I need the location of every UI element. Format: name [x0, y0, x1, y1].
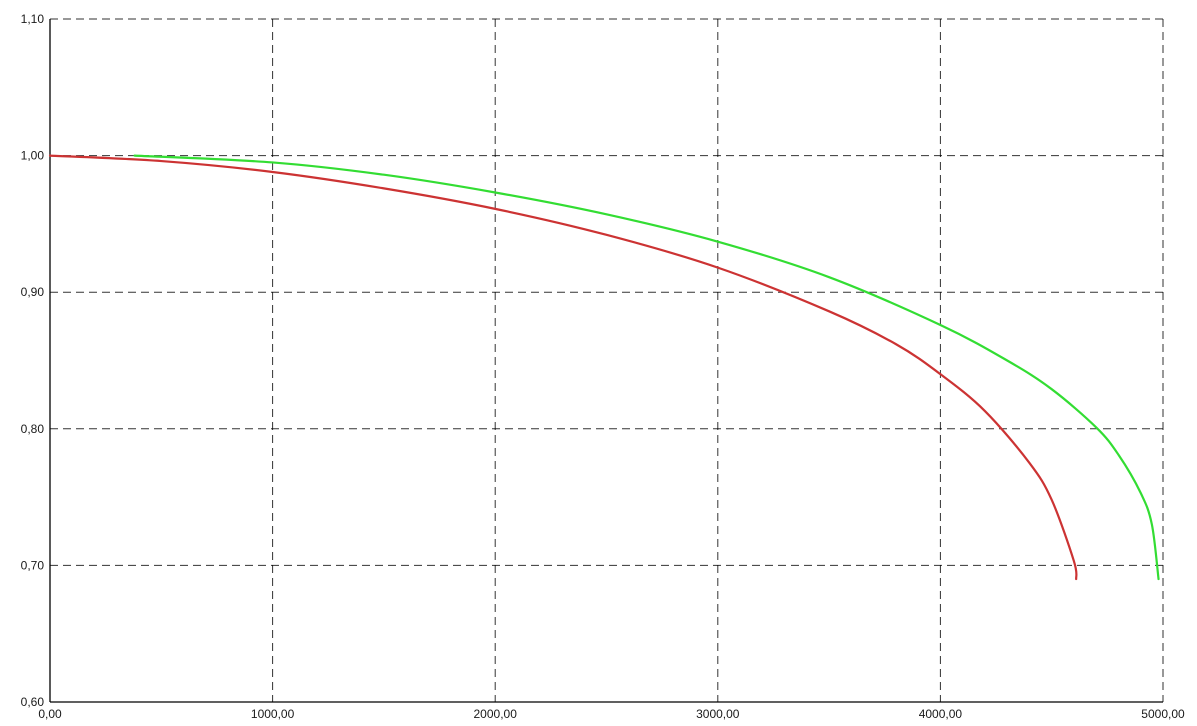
y-tick-label: 0,70	[21, 558, 45, 572]
x-tick-label: 2000,00	[474, 707, 518, 721]
series-line-red	[48, 154, 1078, 581]
series-line-green	[133, 154, 1160, 581]
x-tick-label: 3000,00	[696, 707, 740, 721]
y-tick-label: 0,80	[21, 422, 45, 436]
y-tick-label: 1,00	[21, 149, 45, 163]
x-tick-label: 5000,00	[1141, 707, 1185, 721]
x-tick-label: 4000,00	[919, 707, 963, 721]
grid-lines	[50, 18, 1164, 702]
y-tick-label: 1,10	[21, 12, 45, 26]
y-tick-label: 0,90	[21, 285, 45, 299]
x-tick-labels: 0,00 1000,00 2000,00 3000,00 4000,00 5000,00	[38, 707, 1185, 721]
axes	[49, 19, 1163, 703]
y-tick-label: 0,60	[21, 695, 45, 709]
x-tick-label: 1000,00	[251, 707, 295, 721]
y-tick-labels: 0,60 0,70 0,80 0,90 1,00 1,10	[21, 12, 45, 709]
data-series	[48, 154, 1160, 581]
x-tick-label: 0,00	[38, 707, 62, 721]
